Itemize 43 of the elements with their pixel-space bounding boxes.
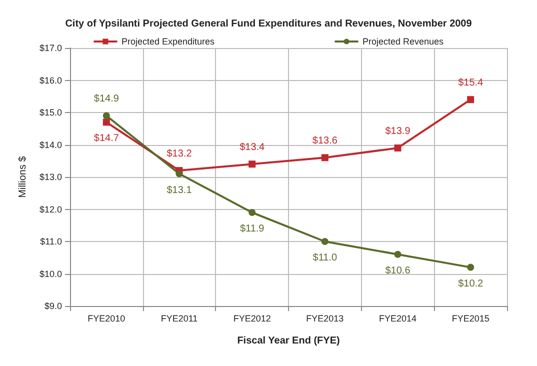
- x-tick-label: FYE2013: [306, 314, 344, 324]
- data-label: $11.9: [240, 223, 265, 234]
- chart-title: City of Ypsilanti Projected General Fund Expenditures and Revenues, November 2009: [65, 18, 472, 30]
- x-tick-label: FYE2015: [452, 314, 490, 324]
- y-tick-label: $14.0: [39, 140, 62, 150]
- y-tick-label: $13.0: [39, 172, 62, 182]
- y-tick-label: $9.0: [44, 301, 62, 311]
- x-tick-label: FYE2010: [88, 314, 126, 324]
- y-tick-label: $17.0: [39, 43, 62, 53]
- data-label: $11.0: [312, 252, 338, 264]
- point: [467, 264, 474, 271]
- point: [394, 144, 402, 152]
- point: [176, 170, 183, 178]
- point: [102, 112, 110, 120]
- point: [102, 118, 110, 126]
- x-tick-label: FYE2012: [233, 314, 271, 324]
- data-label: $14.9: [94, 94, 120, 105]
- y-axis-title: Millions $: [18, 156, 28, 198]
- point: [248, 208, 256, 216]
- y-tick-label: $15.0: [39, 108, 62, 118]
- point: [321, 238, 328, 245]
- data-label: $13.9: [385, 126, 411, 137]
- data-label: $14.7: [94, 133, 120, 144]
- point: [248, 160, 256, 168]
- data-label: $13.1: [166, 184, 192, 196]
- y-tick-label: $12.0: [39, 204, 62, 214]
- y-tick-label: $16.0: [39, 75, 62, 86]
- x-tick-label: FYE2014: [378, 314, 417, 324]
- data-label: $13.4: [240, 142, 266, 154]
- data-label: $15.4: [458, 78, 484, 89]
- x-axis-title: Fiscal Year End (FYE): [237, 336, 340, 346]
- y-tick-label: $11.0: [40, 236, 62, 246]
- data-label: $13.6: [312, 136, 338, 147]
- point: [321, 154, 328, 162]
- x-tick-label: FYE2011: [160, 314, 198, 324]
- data-label: $10.6: [385, 265, 411, 276]
- legend-label: Projected Revenues: [362, 36, 444, 46]
- point: [394, 250, 402, 258]
- legend-label: Projected Expenditures: [121, 36, 216, 46]
- data-label: $10.2: [458, 278, 484, 290]
- data-label: $13.2: [166, 148, 192, 160]
- y-tick-label: $10.0: [39, 268, 62, 279]
- point: [467, 96, 474, 104]
